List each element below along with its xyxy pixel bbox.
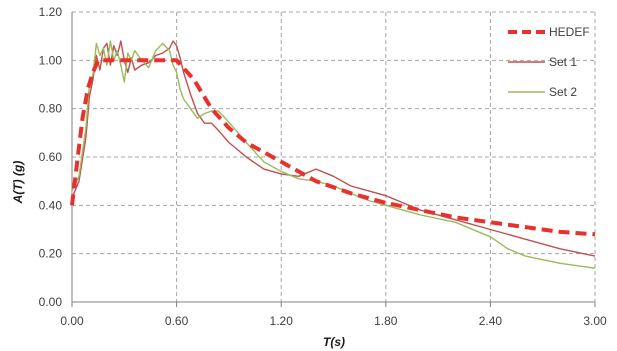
y-tick-label: 0.00 xyxy=(39,295,63,309)
y-tick-labels: 0.00 0.20 0.40 0.60 0.80 1.00 1.20 xyxy=(39,5,63,309)
series-line-set-1 xyxy=(71,40,596,257)
y-tick-label: 0.40 xyxy=(39,198,63,212)
x-tick-label: 1.80 xyxy=(374,314,398,328)
y-tick-label: 0.20 xyxy=(39,247,63,261)
y-axis-title: A(T) (g) xyxy=(11,161,25,205)
series-layer xyxy=(70,40,596,269)
y-tick-label: 0.80 xyxy=(39,102,63,116)
x-tick-label: 3.00 xyxy=(583,314,607,328)
legend-label: Set 1 xyxy=(549,55,577,69)
axes xyxy=(71,12,596,307)
x-tick-labels: 0.00 0.60 1.20 1.80 2.40 3.00 xyxy=(60,314,607,328)
y-tick-label: 1.00 xyxy=(39,53,63,67)
legend-label: HEDEF xyxy=(549,25,590,39)
x-tick-label: 0.00 xyxy=(60,314,84,328)
legend: HEDEF Set 1 Set 2 xyxy=(508,25,590,99)
series-line-hedef xyxy=(70,58,596,237)
y-tick-label: 0.60 xyxy=(39,150,63,164)
x-axis-title: T(s) xyxy=(323,335,345,349)
x-tick-label: 0.60 xyxy=(165,314,189,328)
series-line-set-2 xyxy=(71,40,596,269)
grid xyxy=(72,11,596,302)
y-tick-label: 1.20 xyxy=(39,5,63,19)
x-tick-label: 1.20 xyxy=(270,314,294,328)
legend-label: Set 2 xyxy=(549,85,577,99)
x-tick-label: 2.40 xyxy=(479,314,503,328)
